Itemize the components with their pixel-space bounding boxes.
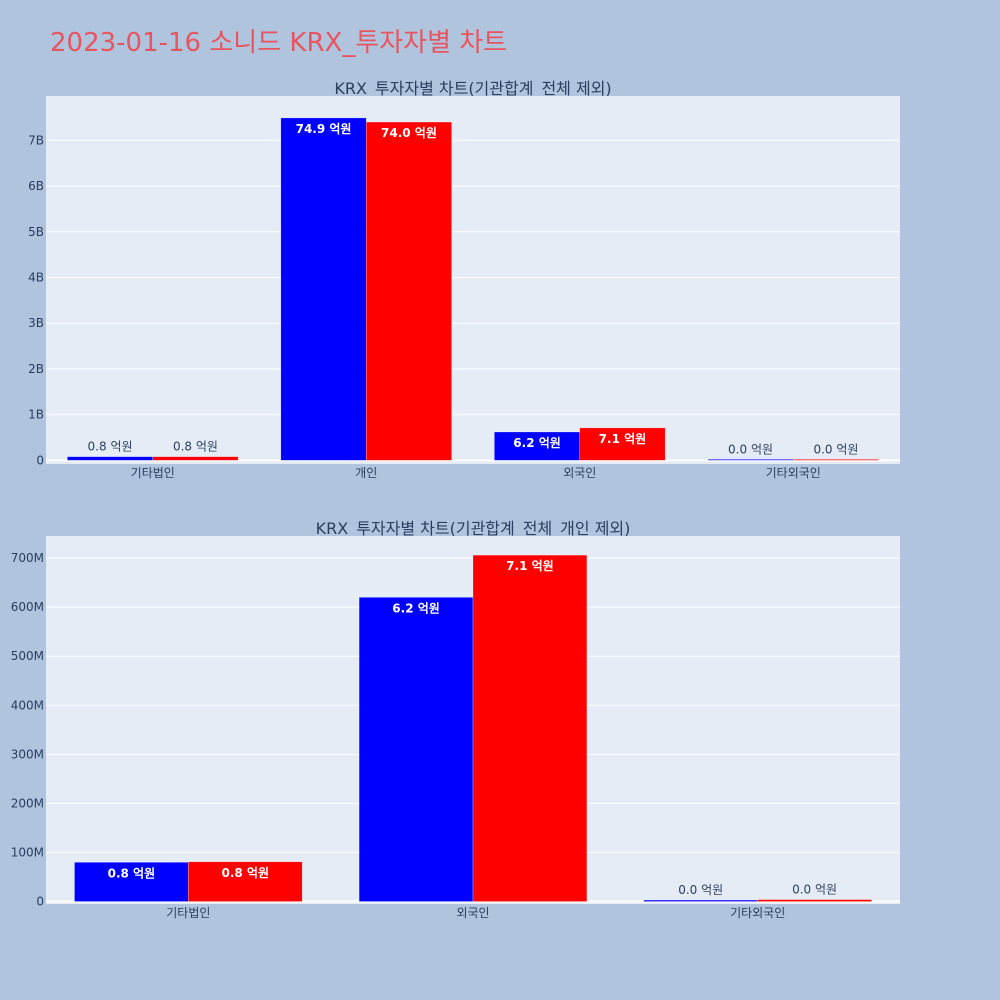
x-tick-label: 기타법인 bbox=[131, 466, 175, 480]
y-tick-label: 100M bbox=[11, 845, 44, 859]
data-label: 0.0 억원 bbox=[792, 883, 837, 897]
bar bbox=[366, 121, 452, 461]
data-label: 7.1 억원 bbox=[599, 432, 647, 446]
x-tick-label: 기타법인 bbox=[166, 906, 210, 920]
y-tick-label: 0 bbox=[36, 895, 44, 909]
data-label: 0.8 억원 bbox=[108, 866, 156, 880]
bar bbox=[757, 899, 872, 902]
bar bbox=[74, 862, 189, 902]
data-label: 0.8 억원 bbox=[173, 440, 218, 454]
y-tick-label: 500M bbox=[11, 649, 44, 663]
y-tick-label: 1B bbox=[28, 408, 44, 422]
y-tick-label: 600M bbox=[11, 600, 44, 614]
y-tick-label: 0 bbox=[36, 453, 44, 467]
data-label: 0.0 억원 bbox=[678, 883, 723, 897]
x-tick-label: 개인 bbox=[355, 466, 377, 480]
bar bbox=[579, 427, 666, 461]
x-tick-label: 기타외국인 bbox=[730, 906, 785, 920]
data-label: 74.0 억원 bbox=[381, 126, 437, 140]
data-label: 74.9 억원 bbox=[296, 122, 352, 136]
chart-all-investors: KRX_투자자별 차트(기관합계_전체 제외) 0 1B 2B 3B 4B 5B 6B 7B 기타… bbox=[28, 79, 900, 480]
chart-title: KRX_투자자별 차트(기관합계_전체 제외) bbox=[334, 79, 611, 99]
data-label: 0.0 억원 bbox=[813, 442, 858, 456]
bar bbox=[494, 431, 581, 461]
y-tick-label: 700M bbox=[11, 551, 44, 565]
bar bbox=[152, 456, 239, 461]
data-label: 7.1 억원 bbox=[506, 559, 554, 573]
plot-area bbox=[46, 96, 900, 464]
y-tick-label: 6B bbox=[28, 179, 44, 193]
y-tick-label: 7B bbox=[28, 133, 44, 147]
y-tick-label: 200M bbox=[11, 796, 44, 810]
bar bbox=[67, 456, 153, 461]
y-tick-label: 3B bbox=[28, 316, 44, 330]
data-label: 6.2 억원 bbox=[392, 601, 440, 615]
y-tick-label: 2B bbox=[28, 362, 44, 376]
bar bbox=[707, 459, 794, 461]
bar bbox=[472, 554, 588, 902]
bar bbox=[188, 861, 303, 902]
x-tick-label: 기타외국인 bbox=[766, 466, 821, 480]
chart-title: KRX_투자자별 차트(기관합계_전체_개인 제외) bbox=[316, 519, 631, 539]
x-tick-label: 외국인 bbox=[456, 906, 489, 920]
data-label: 6.2 억원 bbox=[513, 436, 561, 450]
y-tick-label: 5B bbox=[28, 225, 44, 239]
page-title: 2023-01-16 소니드 KRX_투자자별 차트 bbox=[50, 28, 508, 58]
bar bbox=[793, 459, 879, 461]
bar bbox=[358, 597, 474, 902]
x-tick-label: 외국인 bbox=[563, 466, 596, 480]
bar bbox=[280, 117, 367, 461]
data-label: 0.0 억원 bbox=[728, 442, 773, 456]
data-label: 0.8 억원 bbox=[88, 440, 133, 454]
y-tick-label: 300M bbox=[11, 747, 44, 761]
y-tick-label: 4B bbox=[28, 270, 44, 284]
y-tick-label: 400M bbox=[11, 698, 44, 712]
data-label: 0.8 억원 bbox=[222, 866, 270, 880]
chart-excluding-individual: KRX_투자자별 차트(기관합계_전체_개인 제외) 0 100M 200M 300M 4… bbox=[11, 519, 900, 920]
bar bbox=[643, 899, 758, 902]
